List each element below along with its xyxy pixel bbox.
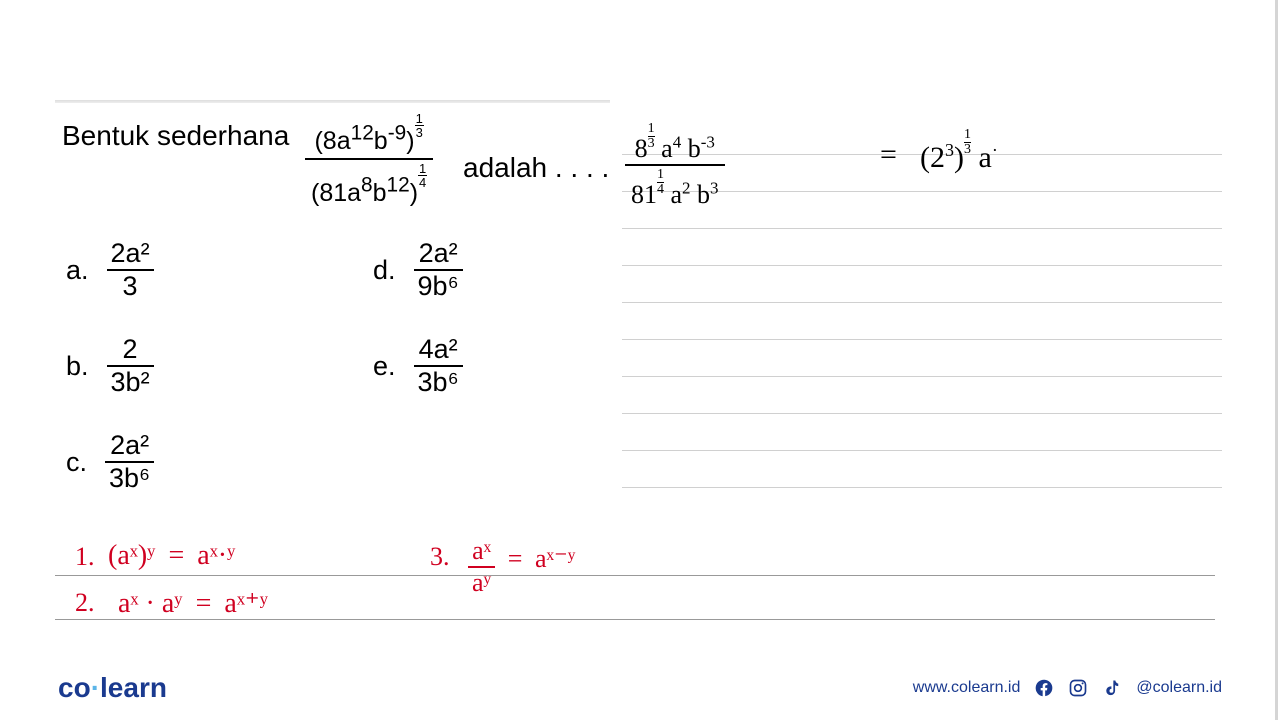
hw-rhs: (23)13 a· xyxy=(920,128,998,175)
rule2: aˣ · aʸ = aˣ⁺ʸ xyxy=(118,586,268,620)
den-oe-n: 1 xyxy=(418,162,427,175)
opt-e-label: e. xyxy=(373,351,396,382)
r3-num: aˣ xyxy=(468,536,495,568)
rule2-label: 2. xyxy=(75,588,95,618)
hw-r-open: (2 xyxy=(920,141,945,174)
top-divider xyxy=(55,100,610,103)
hw-n-a-e: 4 xyxy=(673,132,682,151)
social-handle: @colearn.id xyxy=(1136,679,1222,697)
r2-eq: = xyxy=(196,588,212,619)
r1-lhs: (aˣ)ʸ xyxy=(108,540,155,571)
option-c: c. 2a²3b⁶ xyxy=(66,430,154,494)
logo-dot: · xyxy=(91,672,100,703)
hw-d-a: a xyxy=(664,180,682,209)
rule3-label: 3. xyxy=(430,542,450,572)
den-e2: 12 xyxy=(387,174,410,197)
num-oe-d: 3 xyxy=(415,125,424,139)
hw-d-f2: 4 xyxy=(657,182,664,197)
website-url: www.colearn.id xyxy=(913,679,1021,697)
hw-d-81: 81 xyxy=(631,180,657,209)
main-expression: (8a12b-9)13 (81a8b12)14 xyxy=(305,110,433,210)
r3-eq: = xyxy=(508,544,523,573)
hw-n-f1: 1 xyxy=(648,122,655,136)
right-border xyxy=(1275,0,1278,720)
opt-c-num: 2a² xyxy=(105,430,154,463)
den-close: ) xyxy=(410,179,418,207)
den-e1: 8 xyxy=(361,174,373,197)
num-close: ) xyxy=(406,127,414,155)
footer-right: www.colearn.id @colearn.id xyxy=(913,678,1222,698)
hw-d-f1: 1 xyxy=(657,168,664,182)
rule3: aˣ aʸ = aˣ⁻ʸ xyxy=(468,536,575,598)
rule1: (aˣ)ʸ = aˣ·ʸ xyxy=(108,540,235,572)
r2-rhs: aˣ⁺ʸ xyxy=(224,588,268,619)
r2-lhs: aˣ · aʸ xyxy=(118,588,183,619)
num-mid: b xyxy=(374,127,388,155)
hw-n-a: a xyxy=(655,134,673,163)
r3-rhs: aˣ⁻ʸ xyxy=(535,544,576,573)
brand-logo: co·learn xyxy=(58,672,167,704)
hw-r-dot: · xyxy=(992,140,998,160)
hw-n-f2: 3 xyxy=(648,136,655,151)
hw-r-3: 3 xyxy=(945,140,954,160)
facebook-icon xyxy=(1034,678,1054,698)
hw-r-f1: 1 xyxy=(964,128,971,142)
hw-work-fraction: 813 a4 b-3 8114 a2 b3 xyxy=(625,122,725,212)
hw-eq: = xyxy=(880,138,897,172)
option-e: e. 4a²3b⁶ xyxy=(373,334,463,398)
rule1-label: 1. xyxy=(75,542,95,572)
hw-n-8: 8 xyxy=(635,134,648,163)
hw-n-b-e: -3 xyxy=(701,132,715,151)
hw-n-b: b xyxy=(681,134,701,163)
num-e1: 12 xyxy=(351,122,374,145)
question-prefix: Bentuk sederhana xyxy=(62,120,289,152)
hw-d-b-e: 3 xyxy=(710,178,719,197)
opt-c-den: 3b⁶ xyxy=(105,463,154,494)
option-b: b. 23b² xyxy=(66,334,154,398)
num-oe-n: 1 xyxy=(415,112,424,125)
opt-d-label: d. xyxy=(373,255,396,286)
instagram-icon xyxy=(1068,678,1088,698)
hw-d-a-e: 2 xyxy=(682,178,691,197)
logo-learn: learn xyxy=(100,672,167,703)
opt-b-den: 3b² xyxy=(107,367,154,398)
r3-den: aʸ xyxy=(468,568,495,598)
hw-d-b: b xyxy=(691,180,711,209)
den-base: (81a xyxy=(311,179,361,207)
opt-b-label: b. xyxy=(66,351,89,382)
opt-b-num: 2 xyxy=(107,334,154,367)
r1-rhs: aˣ·ʸ xyxy=(197,540,235,571)
footer: co·learn www.colearn.id @colearn.id xyxy=(0,656,1280,720)
num-base: (8a xyxy=(314,127,350,155)
hw-r-close: ) xyxy=(954,141,964,174)
hw-r-f2: 3 xyxy=(964,142,971,157)
opt-c-label: c. xyxy=(66,447,87,478)
hw-r-a: a xyxy=(971,141,992,174)
opt-a-num: 2a² xyxy=(107,238,154,271)
opt-e-den: 3b⁶ xyxy=(414,367,463,398)
opt-e-num: 4a² xyxy=(414,334,463,367)
opt-d-num: 2a² xyxy=(414,238,463,271)
den-oe-d: 4 xyxy=(418,175,427,189)
opt-a-label: a. xyxy=(66,255,89,286)
option-a: a. 2a²3 xyxy=(66,238,154,302)
logo-co: co xyxy=(58,672,91,703)
opt-a-den: 3 xyxy=(107,271,154,302)
tiktok-icon xyxy=(1102,678,1122,698)
den-mid: b xyxy=(373,179,387,207)
opt-d-den: 9b⁶ xyxy=(414,271,463,302)
question-suffix: adalah . . . . xyxy=(463,152,609,184)
r1-eq: = xyxy=(168,540,184,571)
num-e2: -9 xyxy=(388,122,407,145)
option-d: d. 2a²9b⁶ xyxy=(373,238,463,302)
